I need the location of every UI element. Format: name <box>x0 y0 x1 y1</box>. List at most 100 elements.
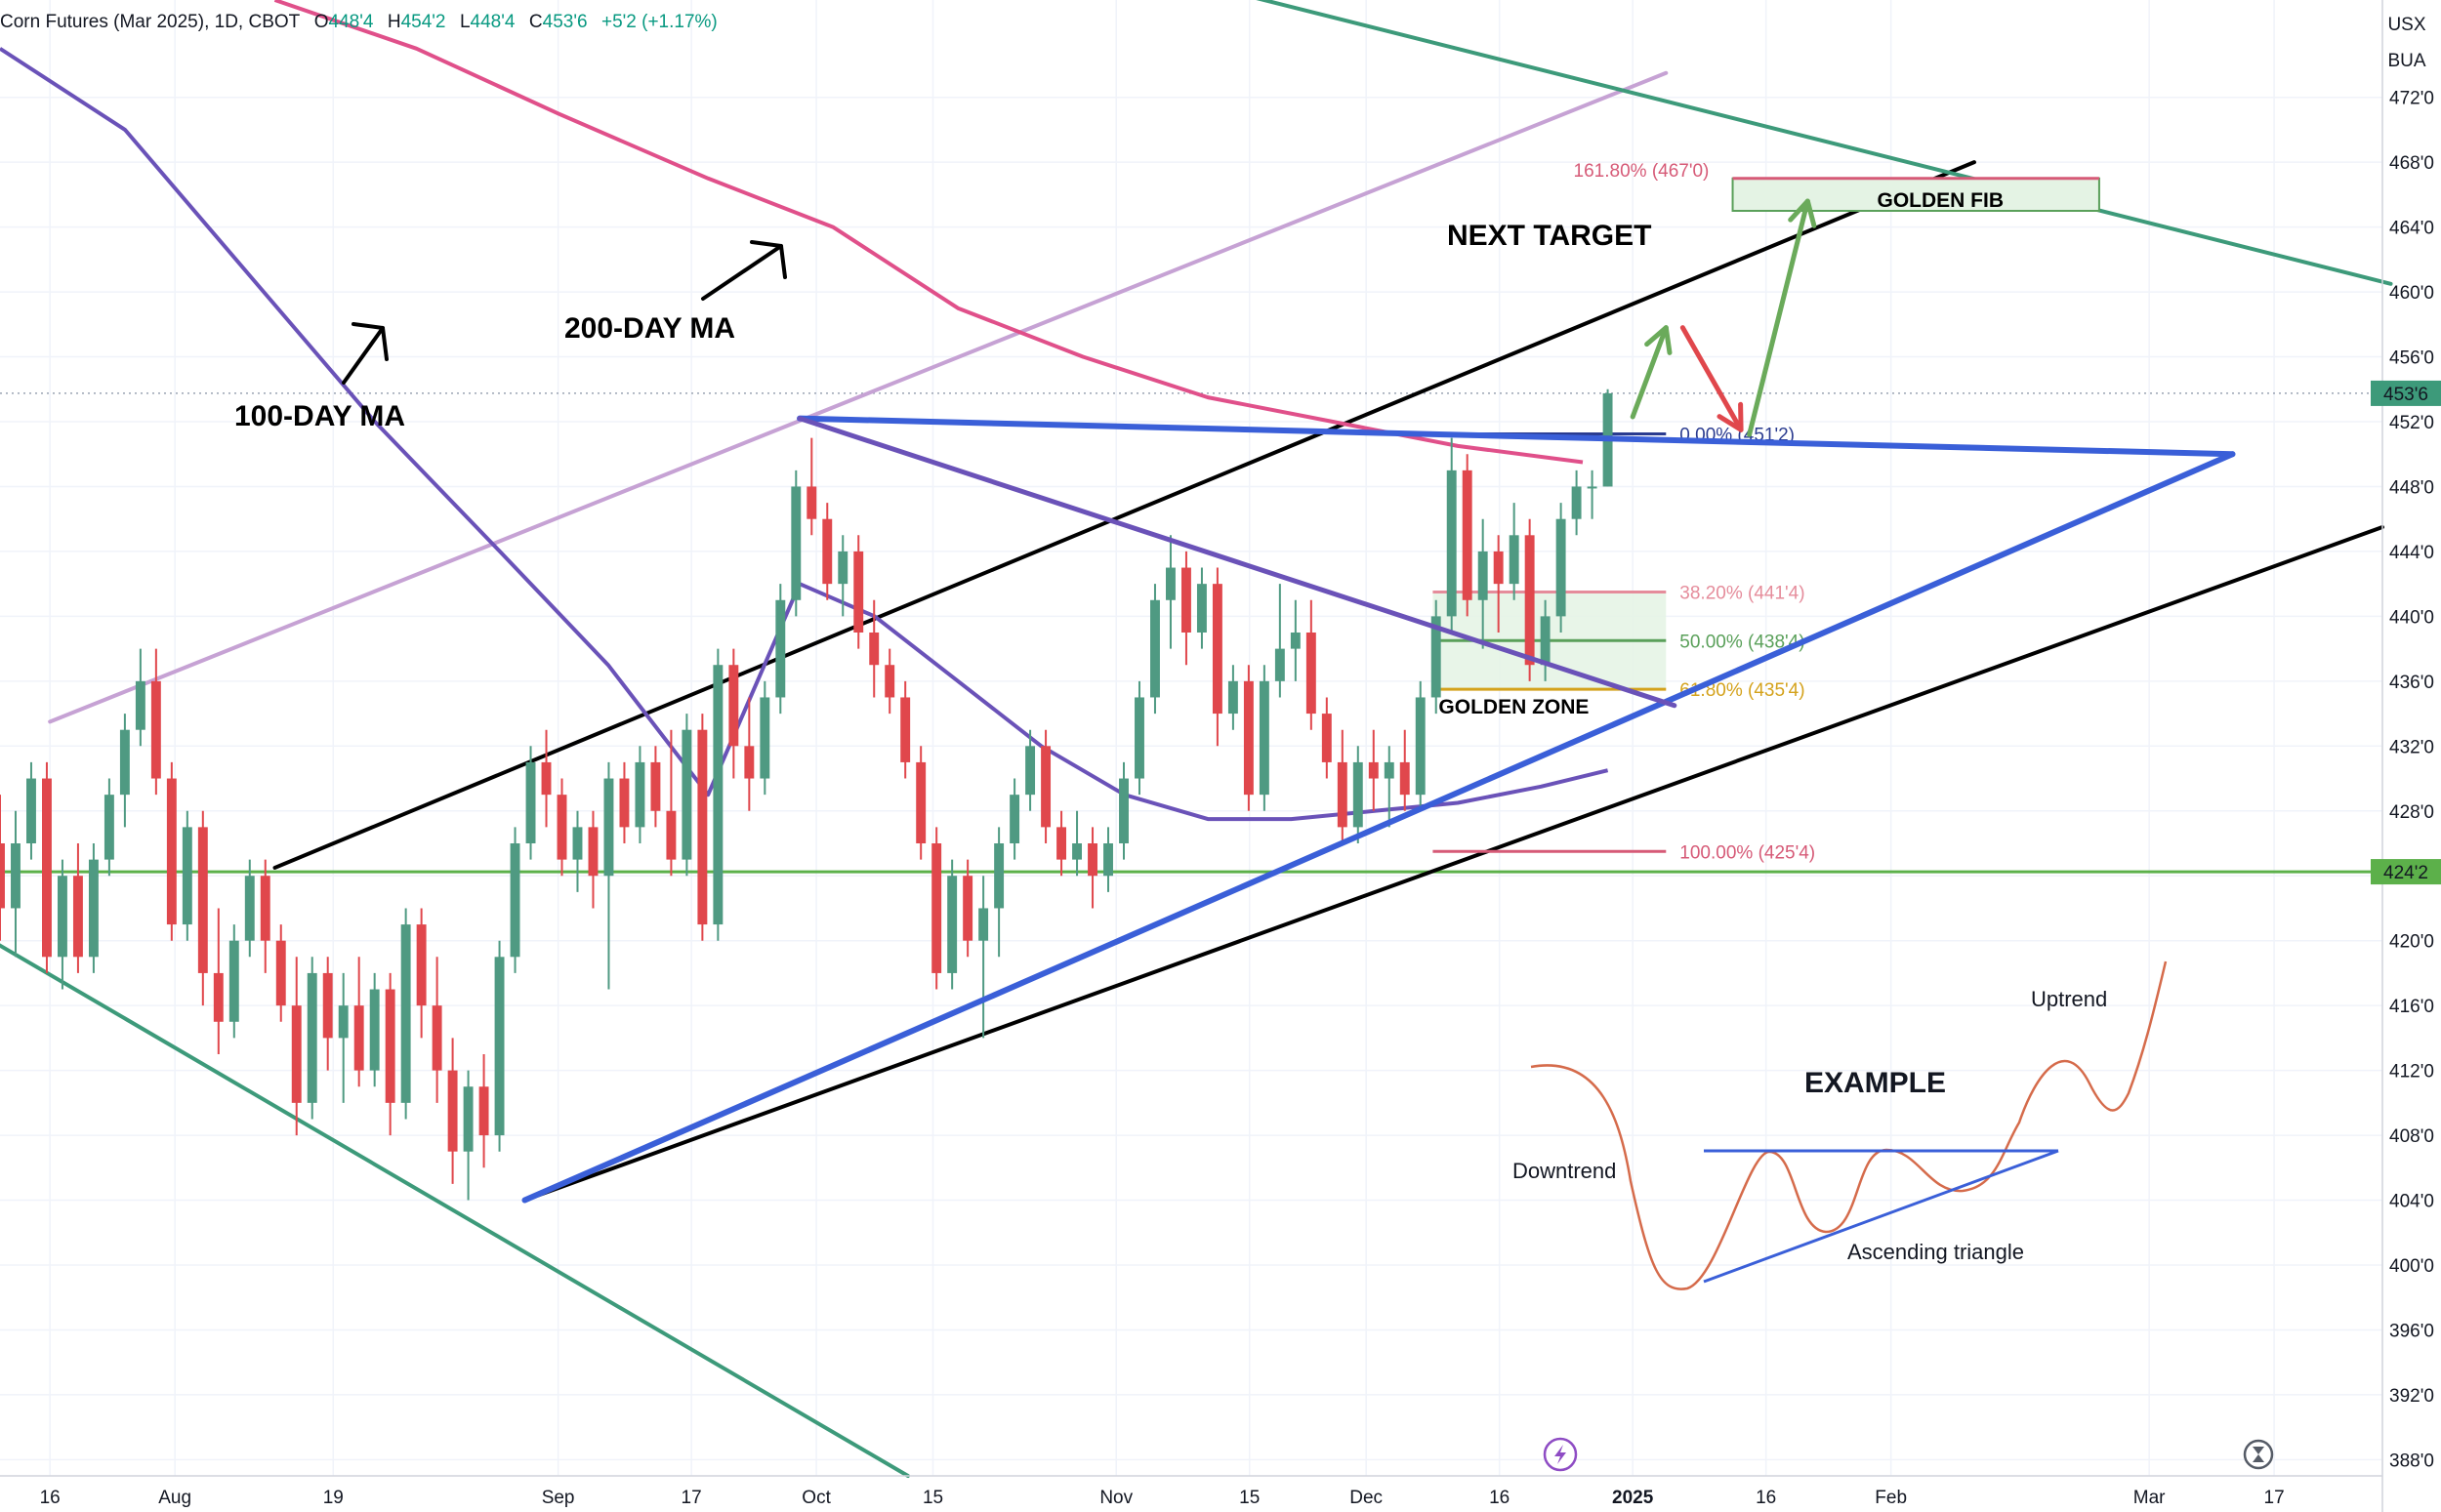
price-tick-label: 392'0 <box>2389 1386 2434 1407</box>
candle <box>619 761 630 843</box>
candle-body <box>1321 714 1332 762</box>
candle-body <box>369 989 380 1071</box>
candle-body <box>228 940 239 1022</box>
candle-body <box>557 795 567 860</box>
projection-arrows <box>1630 198 1817 437</box>
candle <box>1384 746 1394 828</box>
candle-body <box>1025 746 1036 796</box>
candle <box>838 535 848 617</box>
ma200-pointer-head <box>750 240 787 279</box>
candle-body <box>135 680 145 730</box>
candle <box>682 714 692 877</box>
candle <box>385 972 395 1136</box>
candle <box>1180 551 1191 666</box>
trendline-descending-purple <box>797 416 1677 709</box>
candle-body <box>213 972 224 1022</box>
price-tick-label: 412'0 <box>2389 1062 2434 1083</box>
candle-body <box>1150 599 1160 698</box>
candle-body <box>494 957 505 1136</box>
candle <box>1587 470 1597 519</box>
candle <box>916 746 927 860</box>
candle <box>447 1038 458 1184</box>
price-tick-label: 400'0 <box>2389 1256 2434 1277</box>
candle <box>557 778 567 877</box>
trendline-bottom-teal <box>0 943 910 1478</box>
candle-body <box>322 972 333 1039</box>
candle-body <box>822 518 833 585</box>
price-tick-label: 448'0 <box>2389 477 2434 498</box>
lightning-icon[interactable] <box>1543 1437 1578 1472</box>
price-tick-label: 440'0 <box>2389 607 2434 628</box>
candle-body <box>666 810 677 860</box>
candle <box>0 795 5 941</box>
candle-body <box>291 1005 302 1103</box>
candle <box>1290 599 1301 681</box>
next-target-label: NEXT TARGET <box>1447 220 1651 252</box>
time-tick-label: 15 <box>1239 1488 1260 1508</box>
candle <box>463 1070 474 1201</box>
fib-extension-label: 161.80% (467'0) <box>1574 161 1710 182</box>
candle <box>1368 729 1379 811</box>
candle-body <box>1337 761 1347 828</box>
arrow-up-green-shaft <box>1630 325 1669 420</box>
candle <box>11 810 21 958</box>
time-tick-label: 17 <box>682 1488 702 1508</box>
price-label-bg <box>2371 380 2441 406</box>
candle-body <box>1399 761 1410 796</box>
candle-body <box>72 876 83 958</box>
settlement-label[interactable]: BUA <box>2387 51 2425 71</box>
currency-label[interactable]: USX <box>2387 15 2425 35</box>
price-label-text: 453'6 <box>2383 385 2428 405</box>
candle <box>869 599 880 698</box>
candle-body <box>791 486 802 600</box>
candle <box>572 810 583 892</box>
trendline-top-teal <box>1256 0 2393 286</box>
candle <box>416 908 427 1039</box>
candle <box>57 859 67 990</box>
candle-body <box>510 843 520 958</box>
arrow-down-red-head <box>1717 401 1744 432</box>
candle <box>853 535 864 649</box>
time-tick-label: Mar <box>2133 1488 2166 1508</box>
candle <box>1196 567 1207 649</box>
candle <box>1462 454 1472 617</box>
price-tick-label: 404'0 <box>2389 1192 2434 1212</box>
fib-level-label: 50.00% (438'4) <box>1679 632 1804 652</box>
candle-body <box>775 599 786 698</box>
fib-level-label: 61.80% (435'4) <box>1679 680 1804 701</box>
price-tick-label: 396'0 <box>2389 1321 2434 1341</box>
candle <box>1321 697 1332 779</box>
candle <box>400 908 411 1120</box>
trendline-upper-channel <box>272 160 1976 870</box>
fib-level-label: 38.20% (441'4) <box>1679 583 1804 603</box>
time-tick-label: Feb <box>1875 1488 1907 1508</box>
candle-body <box>1477 551 1488 600</box>
candle-body <box>1571 486 1582 519</box>
time-tick-label: Sep <box>542 1488 575 1508</box>
candle-body <box>166 778 177 925</box>
candle-body <box>385 989 395 1103</box>
hourglass-icon[interactable] <box>2243 1439 2274 1470</box>
candle-body <box>182 827 192 925</box>
example-triangle-label: Ascending triangle <box>1847 1240 2024 1264</box>
candle <box>931 827 942 990</box>
candle-body <box>931 843 942 973</box>
candle <box>635 746 645 843</box>
candle-body <box>713 665 724 925</box>
trendline-triangle-top <box>797 415 2236 458</box>
candle-body <box>1135 697 1144 779</box>
candle-body <box>11 843 21 909</box>
candle <box>1150 584 1160 715</box>
time-tick-label: 16 <box>1489 1488 1510 1508</box>
price-tick-label: 452'0 <box>2389 413 2434 433</box>
time-tick-label: 15 <box>923 1488 943 1508</box>
candle <box>1555 503 1566 633</box>
candle-body <box>447 1070 458 1152</box>
arrow-down-red <box>1679 325 1744 432</box>
high-value: 454'2 <box>401 12 446 32</box>
candle <box>432 957 442 1103</box>
candle-body <box>1462 470 1472 600</box>
candle-body <box>260 876 270 941</box>
